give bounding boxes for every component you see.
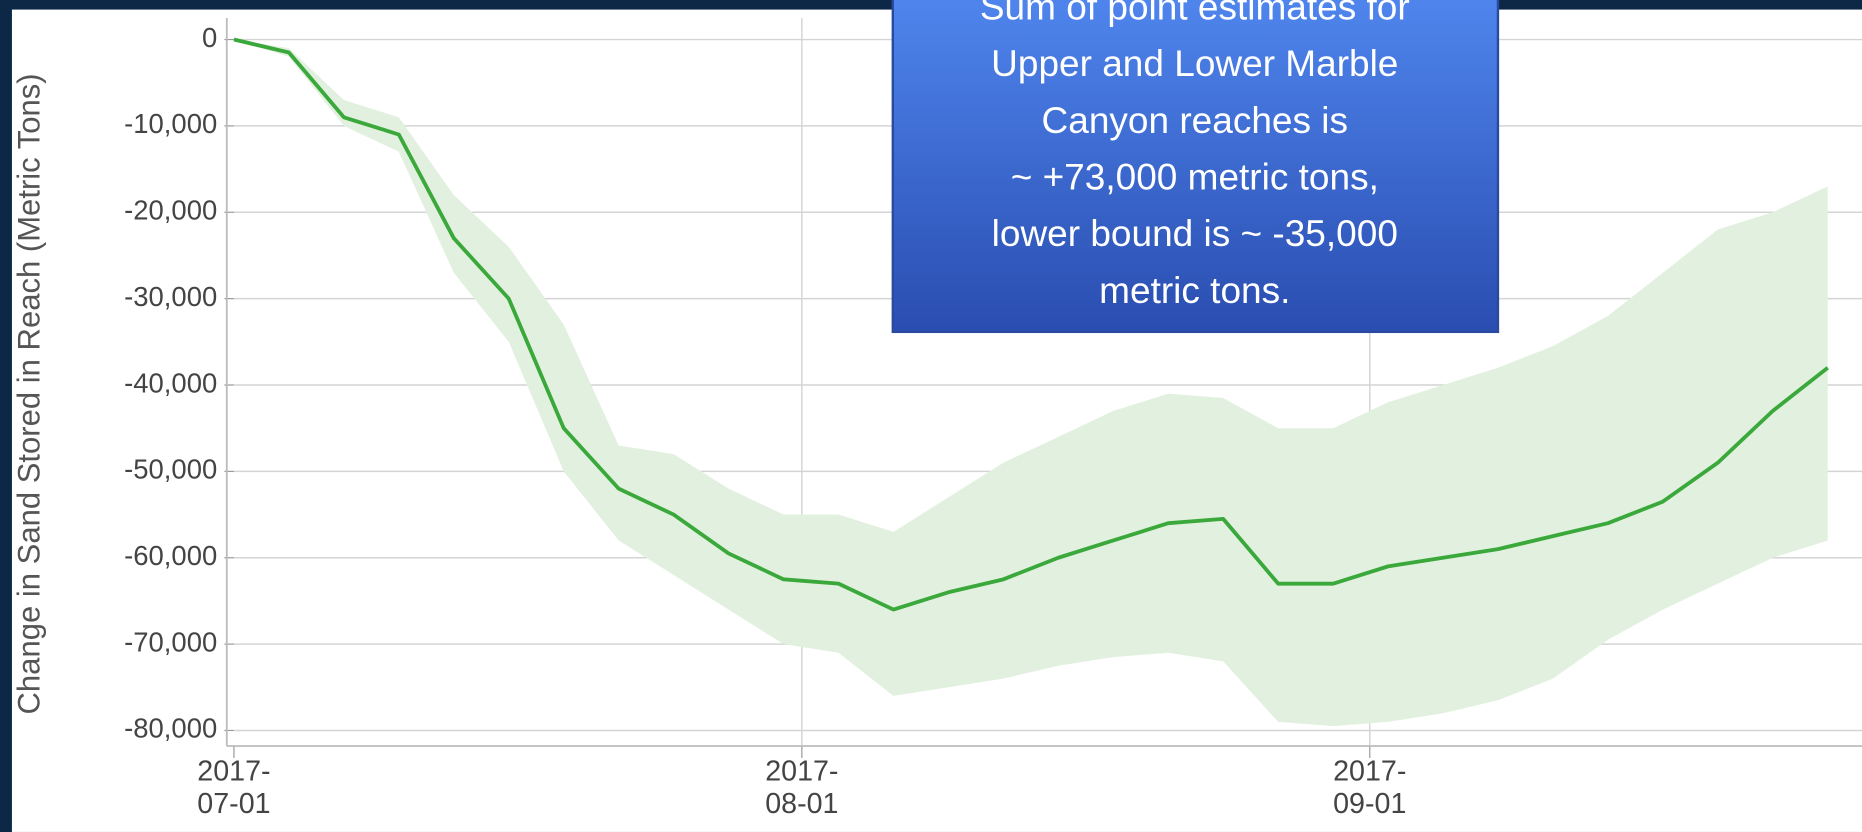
y-tick-label: -30,000: [124, 281, 217, 312]
y-axis-label-box: Change in Sand Stored in Reach (Metric T…: [10, 73, 47, 715]
y-tick-label: -20,000: [124, 195, 217, 226]
annotation-line: Upper and Lower Marble: [991, 43, 1398, 84]
y-tick-label: -80,000: [124, 713, 217, 744]
y-tick-label: -60,000: [124, 540, 217, 571]
annotation-line: ~ +73,000 metric tons,: [1011, 156, 1379, 197]
uncertainty-band: [233, 39, 1828, 727]
y-tick-label: -40,000: [124, 367, 217, 398]
x-tick-label: 2017-08-01: [765, 755, 839, 821]
x-tick-label-box: 2017-08-01: [765, 755, 839, 821]
data-line: [233, 37, 1829, 612]
y-tick-label: -50,000: [124, 454, 217, 485]
y-tick-label: -10,000: [124, 108, 217, 139]
y-axis-label-group: Change in Sand Stored in Reach (Metric T…: [10, 73, 47, 715]
y-tick-label: 0: [202, 22, 217, 53]
annotation-line: lower bound is ~ -35,000: [992, 213, 1398, 254]
x-tick-label: 2017-07-01: [197, 755, 271, 821]
x-tick-label-box: 2017-09-01: [1333, 755, 1407, 821]
annotation-line: Canyon reaches is: [1042, 100, 1348, 141]
annotation-line: metric tons.: [1099, 270, 1290, 311]
y-axis-label: Change in Sand Stored in Reach (Metric T…: [10, 73, 47, 715]
x-tick-label-box: 2017-07-01: [197, 755, 271, 821]
annotation-line: Sum of point estimates for: [980, 0, 1410, 27]
annotation-box: [891, 0, 1500, 334]
x-tick-label: 2017-09-01: [1333, 755, 1407, 821]
y-tick-label: -70,000: [124, 626, 217, 657]
